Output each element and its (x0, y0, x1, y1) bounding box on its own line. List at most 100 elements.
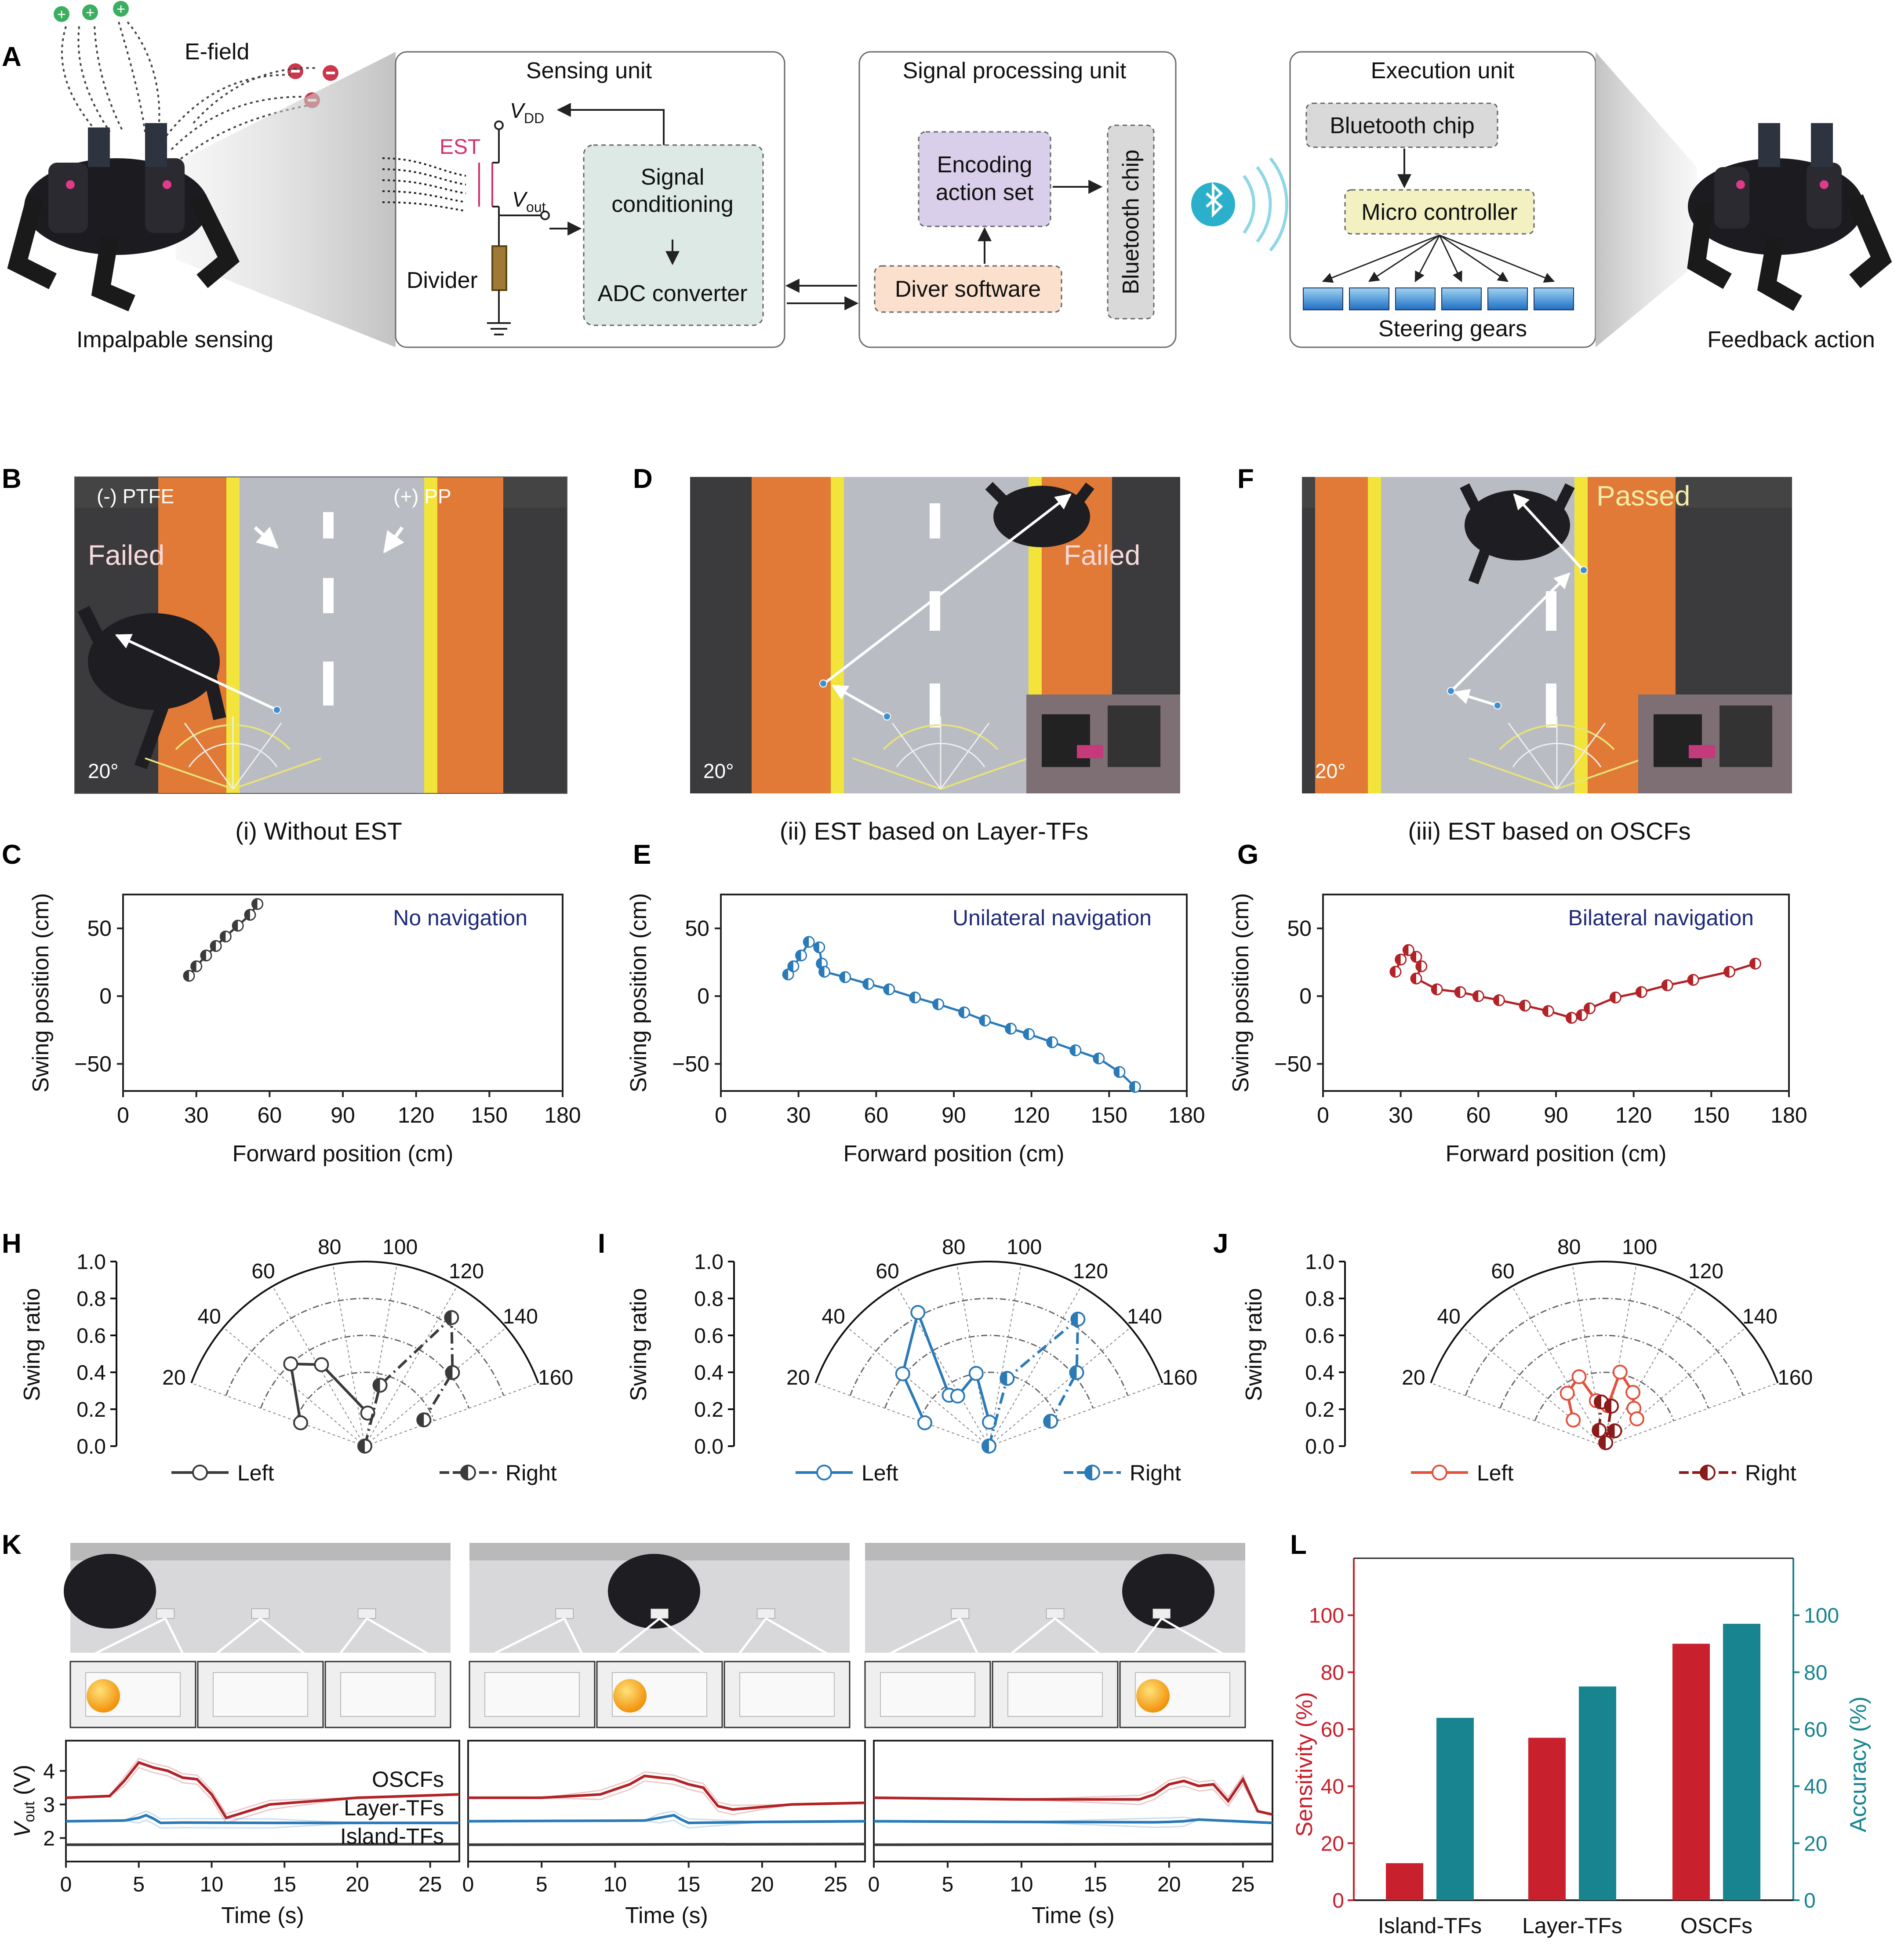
trajectory-point-half (1576, 1010, 1582, 1021)
angle-tick-label: 100 (1622, 1236, 1657, 1259)
polar-point-half (1000, 1371, 1007, 1385)
polar-point-half (445, 1311, 452, 1324)
l-left-tick-label: 80 (1321, 1661, 1344, 1684)
k-replicate-trace (468, 1780, 865, 1815)
k-plot-frame (65, 1740, 460, 1862)
radial-tick-label: 1.0 (694, 1251, 723, 1274)
y-tick-label: 50 (685, 916, 709, 941)
trajectory-point-half (1070, 1045, 1076, 1056)
radial-tick-label: 0.0 (694, 1435, 723, 1458)
trajectory-point-half (1455, 986, 1461, 997)
est-circuit (382, 103, 665, 335)
angle-tick-label: 160 (538, 1366, 573, 1389)
k-x-tick-label: 20 (345, 1873, 369, 1896)
k-replicate-trace (65, 1819, 459, 1829)
callout-line (563, 1618, 587, 1662)
trajectory-point-half (1520, 1000, 1525, 1011)
trajectory-point-half (979, 1015, 985, 1026)
k-x-tick-label: 25 (1231, 1873, 1254, 1896)
unit-connectors (785, 279, 859, 310)
trajectory-point-half (959, 1007, 964, 1018)
radial-tick-label: 0.6 (1305, 1324, 1334, 1348)
k-x-tick-label: 15 (677, 1873, 700, 1896)
l-left-tick-label: 100 (1309, 1604, 1344, 1628)
divider-label: Divider (407, 268, 478, 293)
trajectory-point-half (796, 950, 801, 961)
polar-point-half (446, 1366, 453, 1379)
trajectory-point-half (840, 972, 845, 983)
callout-line (164, 1618, 188, 1662)
polar-point-half (358, 1440, 365, 1453)
l-right-axis-label: Accuracy (%) (1846, 1696, 1871, 1832)
trajectory-point-half (1023, 1029, 1029, 1040)
polar-grid-arc (919, 1371, 1059, 1422)
sensor-block (358, 1608, 376, 1619)
polar-point-half (1071, 1313, 1078, 1326)
panel-k-photos (64, 1543, 1246, 1728)
panel-label-a: A (2, 42, 22, 72)
callout-line (765, 1617, 842, 1663)
x-tick-label: 150 (471, 1103, 508, 1127)
sensor-block (156, 1608, 174, 1619)
trajectory-point-half (1114, 1066, 1120, 1077)
polar-spoke (364, 1286, 458, 1447)
y-tick-label: 50 (87, 916, 112, 941)
x-tick-label: 30 (184, 1103, 209, 1127)
callout-line (959, 1618, 983, 1662)
panel-b-photo: (-) PTFE (+) PP Failed 20° (74, 476, 567, 794)
trajectory-point-half (1473, 991, 1479, 1002)
trajectory-point-half (1411, 951, 1416, 962)
trajectory-point-half (1411, 973, 1416, 984)
polar-point (1566, 1412, 1581, 1428)
polar-point (314, 1357, 329, 1372)
box-photo-inner (1007, 1672, 1103, 1717)
x-axis-label: Forward position (cm) (1446, 1141, 1667, 1167)
k-replicate-trace (65, 1810, 459, 1824)
legend-right-half (461, 1465, 468, 1480)
robot-in-arena (64, 1554, 156, 1629)
radial-tick-label: 0.6 (694, 1324, 723, 1348)
k-replicate-trace (873, 1783, 1273, 1815)
k-x-tick-label: 20 (750, 1873, 774, 1896)
trajectory-line (1394, 948, 1756, 1019)
trajectory-point-half (783, 969, 789, 980)
k-trace-layer-tfs (65, 1814, 459, 1825)
k-x-tick-label: 0 (868, 1873, 880, 1896)
voltage-plots-k: 0 5 10 15 20 25 Time (s) 0 5 10 15 20 25 Time (s) 0 5 10… (10, 1740, 1273, 1928)
exec-bluetooth-box (1305, 102, 1498, 148)
y-tick-label: −50 (672, 1051, 709, 1076)
encoding-box (918, 131, 1051, 227)
x-tick-label: 30 (786, 1103, 811, 1127)
y-tick-label: −50 (74, 1051, 112, 1076)
k-x-tick-label: 10 (603, 1873, 627, 1896)
x-tick-label: 120 (398, 1103, 434, 1127)
k-x-axis-label: Time (s) (221, 1903, 304, 1928)
k-series-label: OSCFs (372, 1767, 444, 1792)
polar-point (1571, 1369, 1587, 1385)
bluetooth-icon (1191, 157, 1288, 252)
k-x-axis-label: Time (s) (1032, 1903, 1115, 1928)
trajectory-point-half (883, 984, 889, 995)
polar-point (910, 1305, 926, 1320)
k-y-tick-label: 4 (43, 1760, 55, 1783)
angle-tick-label: 100 (1007, 1236, 1042, 1259)
legend-left-label: Left (237, 1461, 274, 1485)
l-category-label: OSCFs (1680, 1913, 1752, 1938)
trajectory-point-half (788, 961, 793, 972)
polar-grid-arc (1534, 1371, 1675, 1422)
polar-spoke (1604, 1264, 1637, 1447)
polar-point (950, 1389, 965, 1404)
micro-controller-box (1344, 189, 1535, 235)
panel-label-e: E (633, 840, 651, 870)
k-x-tick-label: 0 (462, 1873, 474, 1896)
angle-tick-label: 20 (162, 1366, 185, 1389)
sensor-block (757, 1608, 775, 1619)
k-y-tick-label: 2 (43, 1827, 55, 1851)
angle-tick-label: 40 (1437, 1305, 1460, 1328)
angle-tick-label: 40 (197, 1305, 221, 1328)
panel-a: A + + + E-field (2, 1, 1892, 353)
trajectory-point-half (244, 909, 250, 920)
polar-outer-arc (1430, 1261, 1779, 1384)
k-x-tick-label: 25 (418, 1873, 442, 1896)
polar-point-half (1070, 1366, 1077, 1379)
